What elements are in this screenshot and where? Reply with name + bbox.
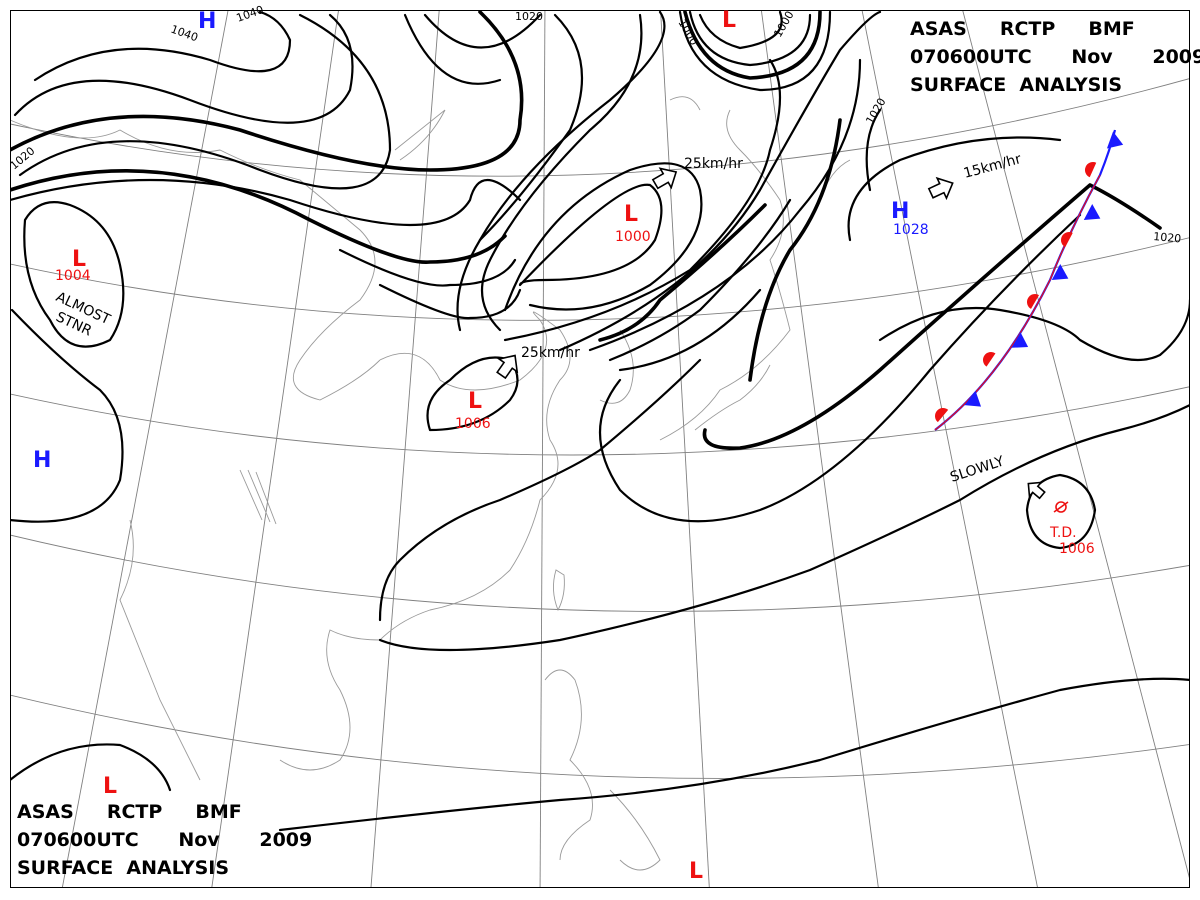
low-pressure-symbol: L [468, 389, 482, 414]
motion-speed: 25km/hr [684, 156, 743, 172]
low-pressure-symbol: L [103, 774, 117, 799]
isobar-label: 1020 [515, 10, 543, 23]
header-line-1: ASAS RCTP BMF [17, 801, 242, 823]
high-pressure-symbol: H [891, 199, 909, 224]
high-pressure-symbol: H [33, 448, 51, 473]
pressure-value: 1004 [55, 268, 91, 284]
motion-speed: 25km/hr [521, 345, 580, 361]
high-pressure-symbol: H [198, 9, 216, 34]
cold-front-triangle-icon [1011, 332, 1029, 348]
cold-front-triangle-icon [1051, 264, 1069, 280]
motion-speed: SLOWLY [948, 453, 1006, 486]
isobar-label: 1020 [1153, 230, 1182, 245]
motion-arrow-icon [1027, 481, 1046, 500]
motion-arrow-icon [496, 354, 519, 380]
motion-arrow-icon [927, 176, 954, 201]
warm-front-semicircle-icon [1085, 162, 1097, 178]
chart-header-bottom: ASAS RCTP BMF 070600UTC Nov 2009 SURFACE… [17, 801, 312, 879]
warm-front-semicircle-icon [935, 408, 949, 423]
pressure-value: 1006 [455, 416, 491, 432]
low-pressure-symbol: L [72, 247, 86, 272]
pressure-value: 1006 [1059, 541, 1095, 557]
cold-front-triangle-icon [964, 390, 982, 407]
chart-header-top: ASAS RCTP BMF 070600UTC Nov 2009 SURFACE… [910, 18, 1200, 96]
isobar-label: 1000 [771, 9, 796, 40]
isobar-label: 1040 [169, 23, 200, 45]
motion-arrow-icon [651, 167, 678, 190]
header-line-2: 070600UTC Nov 2009 [910, 46, 1200, 68]
isobar-label: 1040 [235, 3, 266, 25]
isobars [11, 11, 1189, 832]
map-frame [10, 10, 1190, 888]
low-pressure-symbol: L [689, 859, 703, 884]
pressure-value: 1028 [893, 222, 929, 238]
header-line-3: SURFACE ANALYSIS [910, 74, 1122, 96]
cold-front-triangle-icon [1106, 131, 1124, 149]
motion-speed: 15km/hr [962, 151, 1023, 182]
warm-front-semicircle-icon [1061, 232, 1073, 248]
warm-front-semicircle-icon [983, 352, 996, 367]
coastlines [11, 96, 851, 871]
header-line-3: SURFACE ANALYSIS [17, 857, 229, 879]
pressure-value: 1000 [615, 229, 651, 245]
front-symbols [935, 131, 1124, 423]
low-pressure-symbol: L [624, 202, 638, 227]
warm-front [934, 174, 1101, 431]
tropical-depression-icon [1053, 501, 1069, 513]
storm-type-label: T.D. [1049, 525, 1077, 541]
warm-front-semicircle-icon [1027, 294, 1039, 309]
header-line-1: ASAS RCTP BMF [910, 18, 1135, 40]
cold-front-triangle-icon [1083, 204, 1101, 220]
low-pressure-symbol: L [722, 8, 736, 33]
header-line-2: 070600UTC Nov 2009 [17, 829, 312, 851]
